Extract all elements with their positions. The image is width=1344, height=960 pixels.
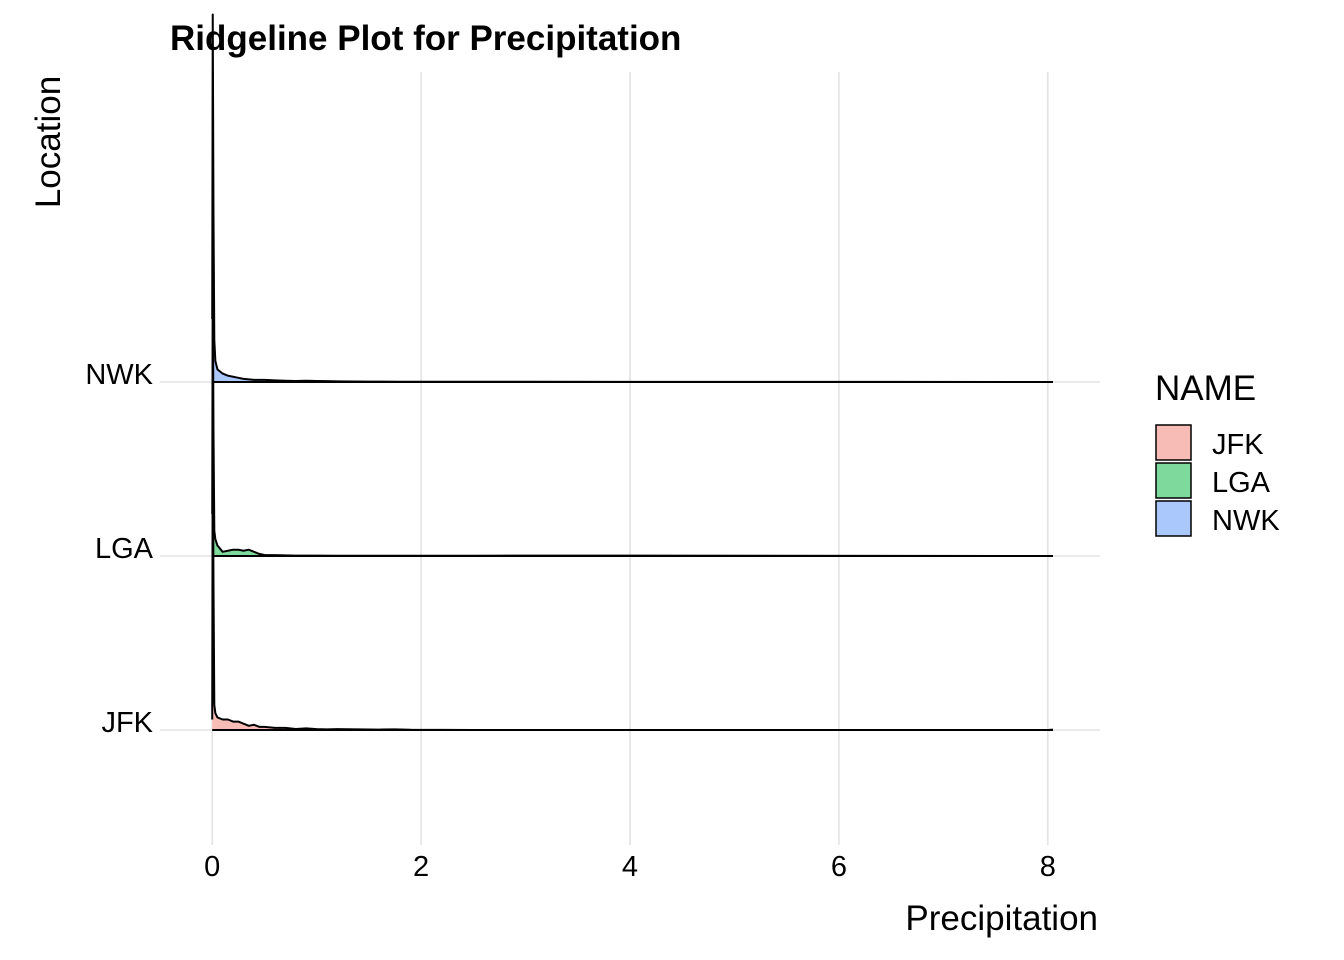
ridge-fill-jfk — [212, 415, 1054, 730]
x-axis-title: Precipitation — [905, 899, 1098, 938]
y-tick-label-jfk: JFK — [101, 707, 153, 739]
x-tick-label-4: 4 — [622, 851, 638, 883]
ridge-outline-nwk — [211, 13, 1054, 383]
y-axis-title: Location — [29, 76, 68, 208]
x-tick-label-6: 6 — [831, 851, 847, 883]
legend-label-jfk: JFK — [1212, 429, 1264, 461]
chart-title: Ridgeline Plot for Precipitation — [170, 19, 681, 58]
ridge-nwk — [211, 13, 1054, 383]
y-tick-label-lga: LGA — [95, 533, 154, 565]
x-tick-label-2: 2 — [413, 851, 429, 883]
legend: NAME JFK LGA NWK — [1155, 369, 1280, 537]
legend-title: NAME — [1155, 369, 1256, 408]
ridge-lga — [211, 271, 1054, 557]
ridge-outline-lga — [211, 271, 1054, 557]
y-tick-label-nwk: NWK — [85, 359, 153, 391]
legend-swatch-nwk — [1155, 500, 1192, 537]
ridge-fill-nwk — [212, 14, 1054, 382]
x-tick-label-0: 0 — [204, 851, 220, 883]
legend-label-nwk: NWK — [1212, 505, 1280, 537]
ridge-jfk — [211, 414, 1054, 731]
ridge-fill-lga — [212, 272, 1054, 556]
legend-label-lga: LGA — [1212, 467, 1271, 499]
x-tick-label-8: 8 — [1040, 851, 1056, 883]
legend-swatch-lga — [1155, 462, 1192, 499]
tick-layer: JFK LGA NWK 0 2 4 6 8 — [85, 359, 1056, 883]
ridge-layer — [211, 13, 1054, 731]
legend-swatch-jfk — [1155, 424, 1192, 461]
ridge-outline-jfk — [211, 414, 1054, 731]
